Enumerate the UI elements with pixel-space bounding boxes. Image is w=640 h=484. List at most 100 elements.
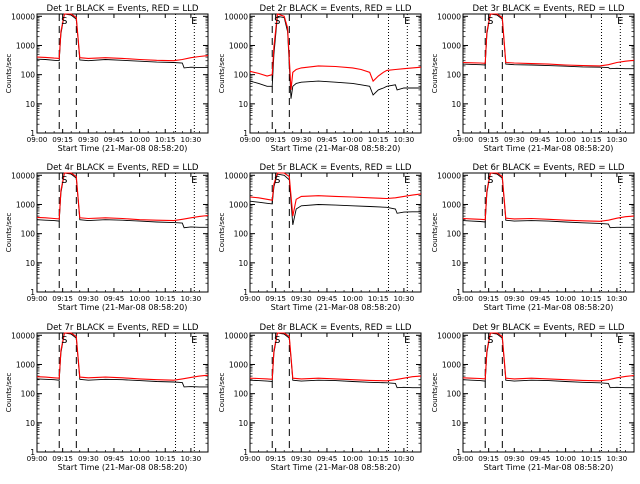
- x-tick-label: 10:30: [394, 135, 415, 144]
- x-tick-label: 10:30: [607, 135, 628, 144]
- x-tick-label: 10:15: [581, 454, 602, 463]
- panel-title: Det 7r BLACK = Events, RED = LLD: [46, 323, 198, 333]
- x-axis-label: Start Time (21-Mar-08 08:58:20): [58, 463, 188, 472]
- y-tick-label: 10000: [11, 331, 35, 340]
- x-tick-label: 09:00: [240, 294, 261, 303]
- y-tick-label: 10: [238, 100, 248, 109]
- series-lld-line: [36, 172, 209, 222]
- y-tick-label: 10: [238, 419, 248, 428]
- marker-s: S: [487, 175, 493, 186]
- y-tick-label: 100: [21, 71, 36, 80]
- series-lld-line: [249, 172, 422, 217]
- plot-frame: [462, 172, 635, 293]
- x-tick-label: 10:15: [155, 135, 176, 144]
- y-tick-label: 10000: [224, 331, 248, 340]
- x-tick-label: 10:30: [607, 294, 628, 303]
- y-tick-label: 1000: [16, 200, 35, 209]
- x-tick-label: 09:45: [530, 135, 551, 144]
- x-tick-label: 09:15: [52, 454, 73, 463]
- x-tick-label: 09:00: [453, 135, 474, 144]
- x-tick-label: 10:00: [555, 135, 576, 144]
- y-tick-label: 100: [234, 230, 249, 239]
- y-tick-label: 10: [451, 419, 461, 428]
- panel-title: Det 5r BLACK = Events, RED = LLD: [259, 163, 411, 173]
- x-tick-label: 09:30: [291, 454, 312, 463]
- x-tick-label: 09:00: [453, 294, 474, 303]
- plot-frame: [249, 172, 422, 293]
- y-tick-label: 100: [21, 230, 36, 239]
- x-tick-label: 10:15: [368, 454, 389, 463]
- y-tick-label: 1000: [442, 200, 461, 209]
- marker-e: E: [191, 175, 197, 186]
- x-axis-label: Start Time (21-Mar-08 08:58:20): [58, 303, 188, 312]
- y-tick-label: 1: [456, 288, 461, 297]
- x-tick-label: 09:30: [78, 294, 99, 303]
- x-tick-label: 09:30: [504, 294, 525, 303]
- x-tick-label: 09:45: [104, 135, 125, 144]
- x-tick-label: 10:30: [181, 135, 202, 144]
- x-tick-label: 10:30: [394, 294, 415, 303]
- x-tick-label: 10:15: [368, 135, 389, 144]
- y-tick-label: 10000: [437, 331, 461, 340]
- y-tick-label: 10: [25, 100, 35, 109]
- marker-e: E: [617, 335, 623, 346]
- series-lld-line: [462, 332, 635, 382]
- y-tick-label: 1: [456, 129, 461, 138]
- x-axis-label: Start Time (21-Mar-08 08:58:20): [271, 463, 401, 472]
- x-tick-label: 09:00: [240, 135, 261, 144]
- x-axis-label: Start Time (21-Mar-08 08:58:20): [58, 144, 188, 153]
- y-tick-label: 1000: [229, 360, 248, 369]
- x-tick-label: 09:45: [317, 454, 338, 463]
- x-tick-label: 09:00: [27, 454, 48, 463]
- y-tick-label: 1: [456, 448, 461, 457]
- x-tick-label: 09:00: [27, 135, 48, 144]
- x-axis-label: Start Time (21-Mar-08 08:58:20): [271, 144, 401, 153]
- x-tick-label: 10:30: [181, 294, 202, 303]
- x-tick-label: 09:15: [478, 294, 499, 303]
- x-tick-label: 09:15: [52, 135, 73, 144]
- marker-s: S: [274, 335, 280, 346]
- y-axis-label: Counts/sec: [430, 213, 439, 253]
- x-tick-label: 09:15: [478, 454, 499, 463]
- marker-e: E: [191, 16, 197, 27]
- marker-s: S: [274, 175, 280, 186]
- marker-s: S: [61, 335, 67, 346]
- y-tick-label: 10000: [224, 171, 248, 180]
- plot-frame: [249, 332, 422, 453]
- x-tick-label: 09:30: [78, 135, 99, 144]
- x-tick-label: 09:15: [265, 294, 286, 303]
- y-tick-label: 10: [451, 100, 461, 109]
- marker-s: S: [61, 16, 67, 27]
- y-axis-label: Counts/sec: [217, 373, 226, 413]
- x-tick-label: 10:15: [155, 294, 176, 303]
- x-tick-label: 09:15: [478, 135, 499, 144]
- y-tick-label: 1: [30, 129, 35, 138]
- series-lld-line: [249, 13, 422, 90]
- y-tick-label: 1000: [16, 360, 35, 369]
- x-tick-label: 10:30: [394, 454, 415, 463]
- y-tick-label: 1: [243, 129, 248, 138]
- y-tick-label: 10000: [437, 171, 461, 180]
- x-axis-label: Start Time (21-Mar-08 08:58:20): [484, 463, 614, 472]
- x-tick-label: 09:00: [240, 454, 261, 463]
- y-tick-label: 10000: [11, 171, 35, 180]
- marker-e: E: [617, 175, 623, 186]
- x-tick-label: 10:00: [342, 135, 363, 144]
- marker-e: E: [404, 175, 410, 186]
- plot-frame: [462, 13, 635, 134]
- y-tick-label: 100: [447, 230, 462, 239]
- x-tick-label: 09:30: [504, 454, 525, 463]
- y-tick-label: 1: [30, 288, 35, 297]
- marker-s: S: [487, 335, 493, 346]
- plot-frame: [36, 332, 209, 453]
- y-tick-label: 10: [25, 259, 35, 268]
- y-tick-label: 100: [234, 71, 249, 80]
- y-axis-label: Counts/sec: [4, 54, 13, 94]
- x-tick-label: 10:00: [129, 135, 150, 144]
- marker-s: S: [487, 16, 493, 27]
- y-axis-label: Counts/sec: [217, 213, 226, 253]
- series-lld-line: [36, 332, 209, 381]
- y-tick-label: 10000: [11, 12, 35, 21]
- y-tick-label: 10: [451, 259, 461, 268]
